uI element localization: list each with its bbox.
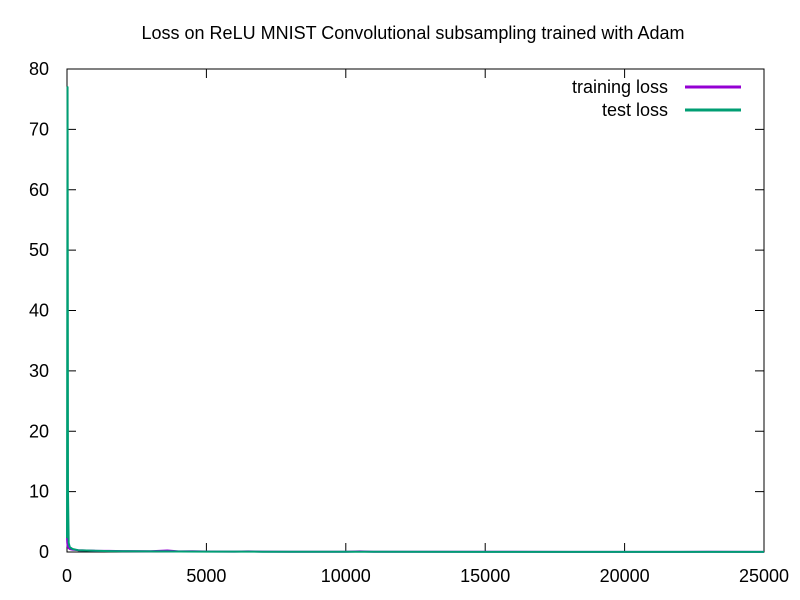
x-axis-ticks: 0 5000 10000 15000 20000 25000 bbox=[62, 69, 789, 586]
y-tick-label: 70 bbox=[29, 119, 49, 139]
y-tick-label: 80 bbox=[29, 59, 49, 79]
legend-label: test loss bbox=[602, 100, 668, 120]
series-layer bbox=[66, 86, 765, 553]
chart-title: Loss on ReLU MNIST Convolutional subsamp… bbox=[142, 23, 685, 43]
x-tick-label: 5000 bbox=[186, 566, 226, 586]
plot-frame bbox=[66, 68, 765, 553]
x-tick-label: 0 bbox=[62, 566, 72, 586]
y-tick-label: 0 bbox=[39, 542, 49, 562]
legend: training loss test loss bbox=[572, 77, 741, 120]
y-tick-label: 40 bbox=[29, 301, 49, 321]
series-line-training-loss bbox=[66, 538, 765, 553]
y-tick-label: 20 bbox=[29, 421, 49, 441]
series-line-test-loss bbox=[66, 86, 765, 553]
legend-label: training loss bbox=[572, 77, 668, 97]
x-tick-label: 10000 bbox=[321, 566, 371, 586]
y-axis-ticks: 0 10 20 30 40 50 60 70 80 bbox=[29, 59, 764, 562]
y-tick-label: 60 bbox=[29, 180, 49, 200]
x-tick-label: 25000 bbox=[739, 566, 789, 586]
y-tick-label: 50 bbox=[29, 240, 49, 260]
x-tick-label: 20000 bbox=[600, 566, 650, 586]
y-tick-label: 10 bbox=[29, 482, 49, 502]
y-tick-label: 30 bbox=[29, 361, 49, 381]
x-tick-label: 15000 bbox=[460, 566, 510, 586]
